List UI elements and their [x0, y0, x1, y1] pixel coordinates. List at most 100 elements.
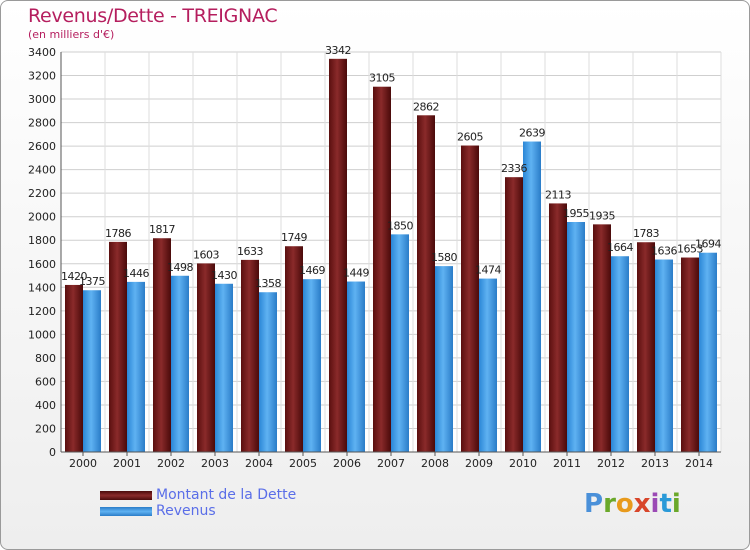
bar-revenue: [567, 222, 585, 452]
chart-subtitle: (en milliers d'€): [28, 28, 115, 41]
proxiti-logo: Proxiti: [584, 489, 681, 519]
data-label-revenue: 1850: [387, 219, 413, 232]
data-label-debt: 1749: [281, 231, 307, 244]
bar-revenue: [699, 252, 717, 452]
legend-item-revenue: Revenus: [100, 503, 296, 519]
legend: Montant de la Dette Revenus: [100, 487, 296, 519]
bar-revenue: [303, 279, 321, 452]
logo-letter: x: [633, 489, 651, 519]
x-tick-label: 2000: [69, 457, 97, 470]
x-tick-label: 2004: [245, 457, 273, 470]
y-tick-label: 1000: [28, 328, 56, 341]
logo-letter: t: [659, 489, 672, 519]
legend-label-revenue: Revenus: [156, 503, 216, 519]
bar-debt: [549, 203, 567, 452]
logo-letter: r: [603, 489, 616, 519]
logo-letter: P: [584, 489, 604, 519]
bar-debt: [417, 115, 435, 452]
y-tick-label: 2400: [28, 164, 56, 177]
bar-revenue: [215, 283, 233, 452]
data-label-revenue: 1955: [563, 207, 589, 220]
y-tick-label: 400: [35, 399, 56, 412]
bar-revenue: [479, 278, 497, 452]
y-tick-label: 800: [35, 352, 56, 365]
data-label-debt: 3105: [369, 72, 395, 85]
data-label-revenue: 1469: [299, 264, 325, 277]
bar-debt: [681, 257, 699, 452]
data-label-debt: 1817: [149, 223, 175, 236]
x-tick-label: 2012: [597, 457, 625, 470]
bar-debt: [461, 145, 479, 452]
data-label-revenue: 1430: [211, 269, 237, 282]
bar-revenue: [435, 266, 453, 452]
legend-item-debt: Montant de la Dette: [100, 487, 296, 503]
bar-revenue: [655, 259, 673, 452]
data-label-debt: 3342: [325, 44, 351, 57]
y-tick-label: 600: [35, 375, 56, 388]
bar-debt: [593, 224, 611, 452]
bar-debt: [329, 58, 347, 453]
bar-revenue: [391, 234, 409, 452]
data-label-revenue: 1498: [167, 261, 193, 274]
data-label-debt: 2862: [413, 100, 439, 113]
y-tick-label: 0: [49, 446, 56, 459]
x-tick-label: 2013: [641, 457, 669, 470]
x-tick-label: 2005: [289, 457, 317, 470]
y-tick-label: 3200: [28, 70, 56, 83]
bar-revenue: [347, 281, 365, 452]
data-label-debt: 1786: [105, 227, 131, 240]
bar-debt: [153, 238, 171, 452]
bar-debt: [109, 241, 127, 452]
y-tick-label: 1800: [28, 234, 56, 247]
data-label-debt: 2336: [501, 162, 527, 175]
data-label-debt: 2113: [545, 188, 571, 201]
x-tick-label: 2008: [421, 457, 449, 470]
legend-swatch-revenue: [100, 506, 152, 516]
data-label-revenue: 1664: [607, 241, 633, 254]
y-tick-label: 3400: [28, 46, 56, 59]
bar-revenue: [523, 141, 541, 452]
y-tick-label: 2000: [28, 211, 56, 224]
x-tick-label: 2001: [113, 457, 141, 470]
y-tick-label: 1200: [28, 305, 56, 318]
data-label-revenue: 1580: [431, 251, 457, 264]
data-label-debt: 1603: [193, 248, 219, 261]
y-tick-label: 2600: [28, 140, 56, 153]
legend-swatch-debt: [100, 490, 152, 500]
bar-revenue: [127, 281, 145, 452]
y-tick-label: 200: [35, 422, 56, 435]
data-label-debt: 1633: [237, 245, 263, 258]
data-label-debt: 1783: [633, 227, 659, 240]
chart-title: Revenus/Dette - TREIGNAC: [28, 5, 278, 27]
data-label-revenue: 1694: [695, 238, 721, 251]
x-tick-label: 2003: [201, 457, 229, 470]
bar-debt: [197, 263, 215, 452]
data-label-revenue: 1449: [343, 267, 369, 280]
data-label-debt: 1653: [677, 243, 703, 256]
x-tick-label: 2007: [377, 457, 405, 470]
y-tick-label: 1600: [28, 258, 56, 271]
x-tick-label: 2009: [465, 457, 493, 470]
bar-revenue: [259, 292, 277, 452]
y-tick-label: 3000: [28, 93, 56, 106]
logo-letter: i: [671, 489, 681, 519]
y-tick-label: 2800: [28, 117, 56, 130]
data-label-debt: 2605: [457, 131, 483, 144]
x-tick-label: 2010: [509, 457, 537, 470]
data-label-debt: 1420: [61, 270, 87, 283]
logo-letter: i: [650, 489, 660, 519]
x-tick-label: 2011: [553, 457, 581, 470]
bar-revenue: [83, 290, 101, 452]
bar-debt: [285, 246, 303, 452]
y-tick-label: 1400: [28, 281, 56, 294]
bar-debt: [241, 259, 259, 452]
logo-letter: o: [615, 489, 634, 519]
x-tick-label: 2002: [157, 457, 185, 470]
bar-debt: [373, 86, 391, 453]
data-label-revenue: 1446: [123, 267, 149, 280]
y-tick-label: 2200: [28, 187, 56, 200]
x-tick-label: 2006: [333, 457, 361, 470]
bar-debt: [65, 284, 83, 452]
